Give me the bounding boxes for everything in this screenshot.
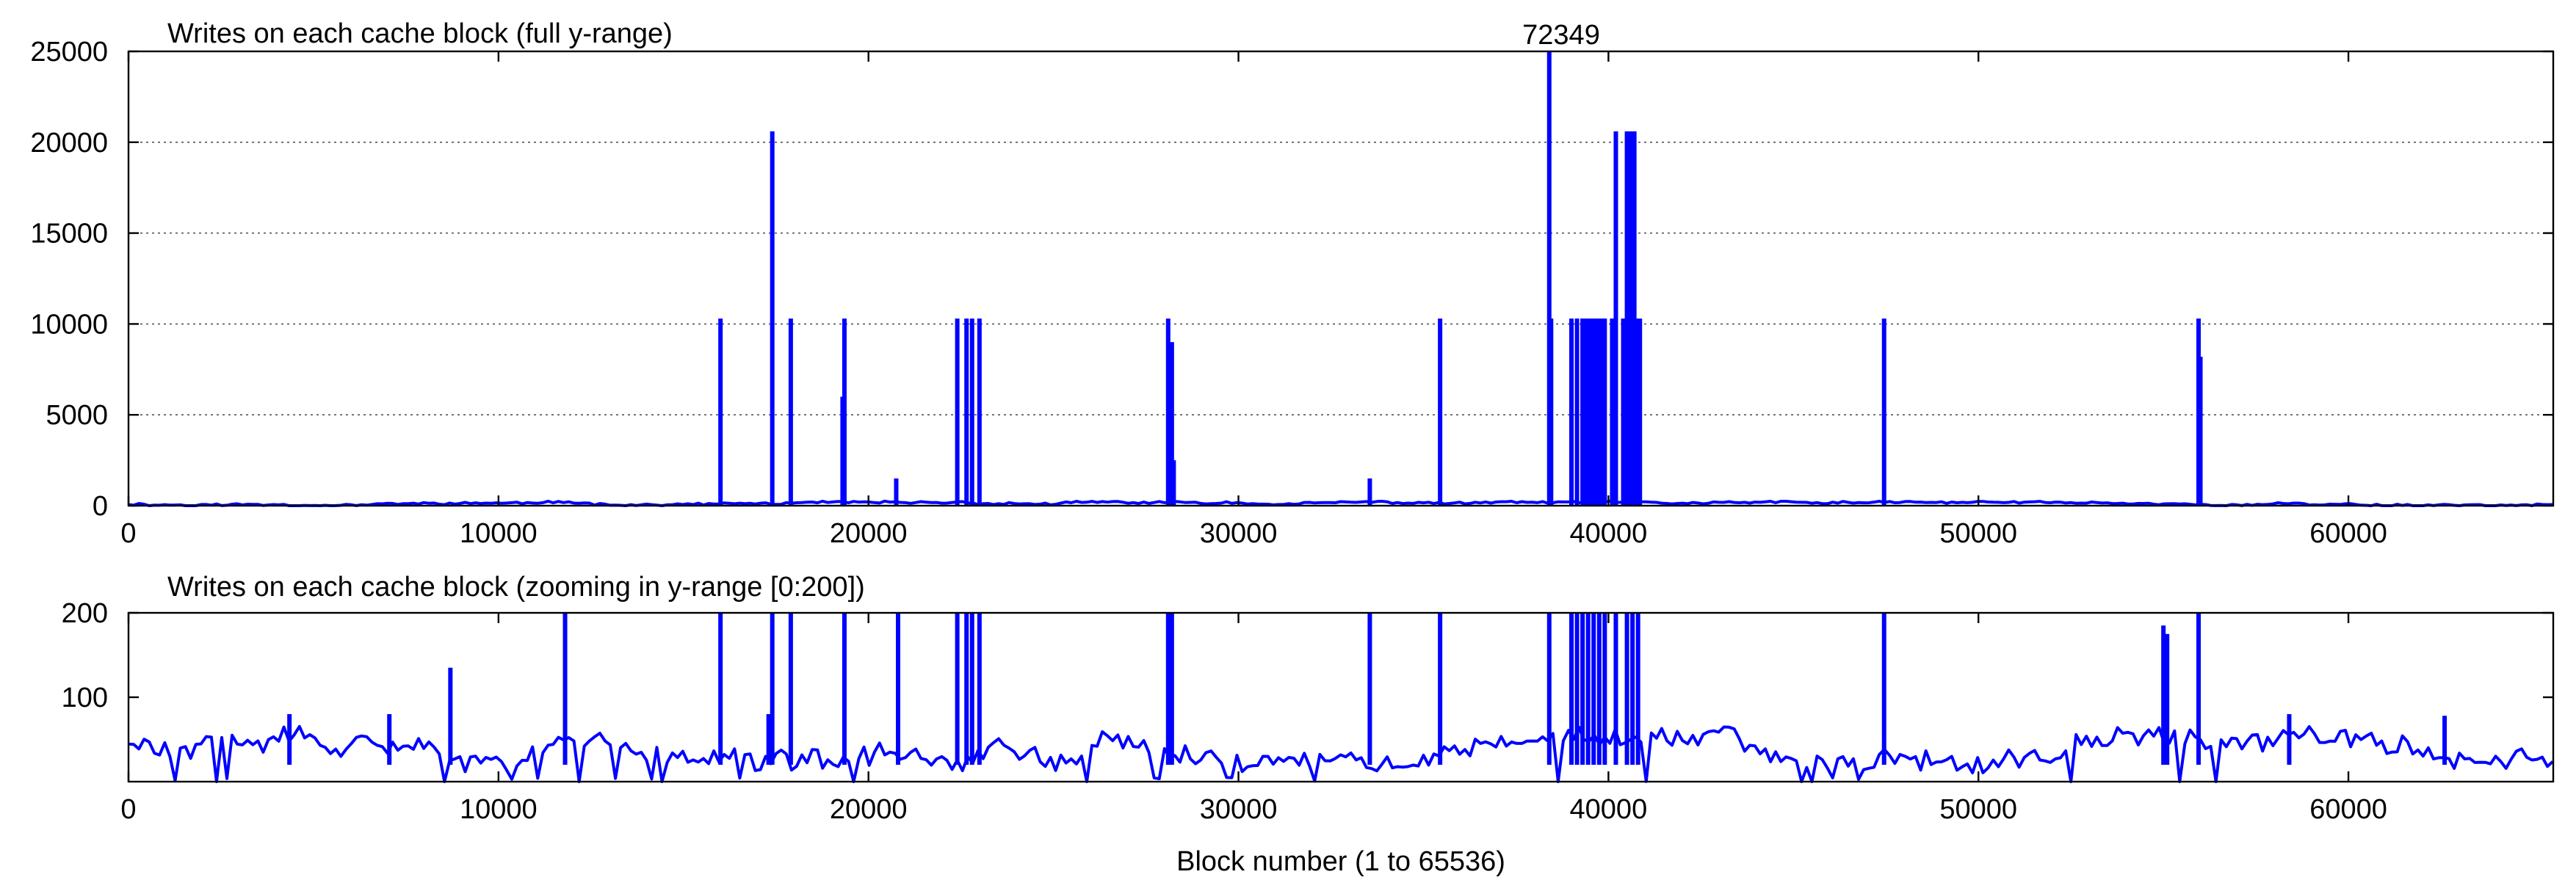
x-tick-label: 0 xyxy=(120,794,136,825)
full-range-plot-frame xyxy=(127,50,2555,507)
x-tick-label: 40000 xyxy=(1570,518,1648,549)
x-tick-label: 0 xyxy=(120,518,136,549)
x-tick-label: 40000 xyxy=(1570,794,1648,825)
peak-value-annotation: 72349 xyxy=(1522,20,1600,51)
y-tick-label: 20000 xyxy=(30,128,108,159)
x-tick-label: 50000 xyxy=(1939,794,2017,825)
full-range-title: Writes on each cache block (full y-range… xyxy=(167,18,673,49)
x-tick-label: 50000 xyxy=(1939,518,2017,549)
y-tick-label: 25000 xyxy=(30,37,108,68)
zoom-range-series xyxy=(128,613,2554,783)
x-tick-label: 60000 xyxy=(2309,794,2387,825)
zoom-range-ticks: 100 200 0 10000 20000 30000 40000 50000 60000 xyxy=(62,598,2553,825)
x-tick-label: 10000 xyxy=(460,518,538,549)
series-baseline xyxy=(128,499,2553,507)
x-tick-label: 20000 xyxy=(830,794,908,825)
y-tick-label: 5000 xyxy=(46,400,108,431)
x-tick-label: 60000 xyxy=(2309,518,2387,549)
zoom-range-panel: Writes on each cache block (zooming in y… xyxy=(62,572,2555,877)
series-baseline xyxy=(128,724,2554,783)
full-range-grid xyxy=(129,142,2553,416)
y-tick-label: 200 xyxy=(62,598,108,629)
y-tick-label: 100 xyxy=(62,683,108,713)
full-range-ticks: 0 5000 10000 15000 20000 25000 0 10000 20000 3000… xyxy=(30,37,2553,549)
zoom-range-plot-frame xyxy=(127,611,2555,783)
x-tick-label: 10000 xyxy=(460,794,538,825)
y-tick-label: 15000 xyxy=(30,219,108,250)
x-tick-label: 30000 xyxy=(1200,794,1278,825)
full-range-panel: Writes on each cache block (full y-range… xyxy=(30,18,2555,549)
zoom-range-title: Writes on each cache block (zooming in y… xyxy=(167,572,865,603)
y-tick-label: 0 xyxy=(93,491,108,522)
y-tick-label: 10000 xyxy=(30,309,108,340)
x-tick-label: 30000 xyxy=(1200,518,1278,549)
x-tick-label: 20000 xyxy=(830,518,908,549)
x-axis-label: Block number (1 to 65536) xyxy=(1176,846,1505,877)
full-range-series xyxy=(128,51,2553,507)
